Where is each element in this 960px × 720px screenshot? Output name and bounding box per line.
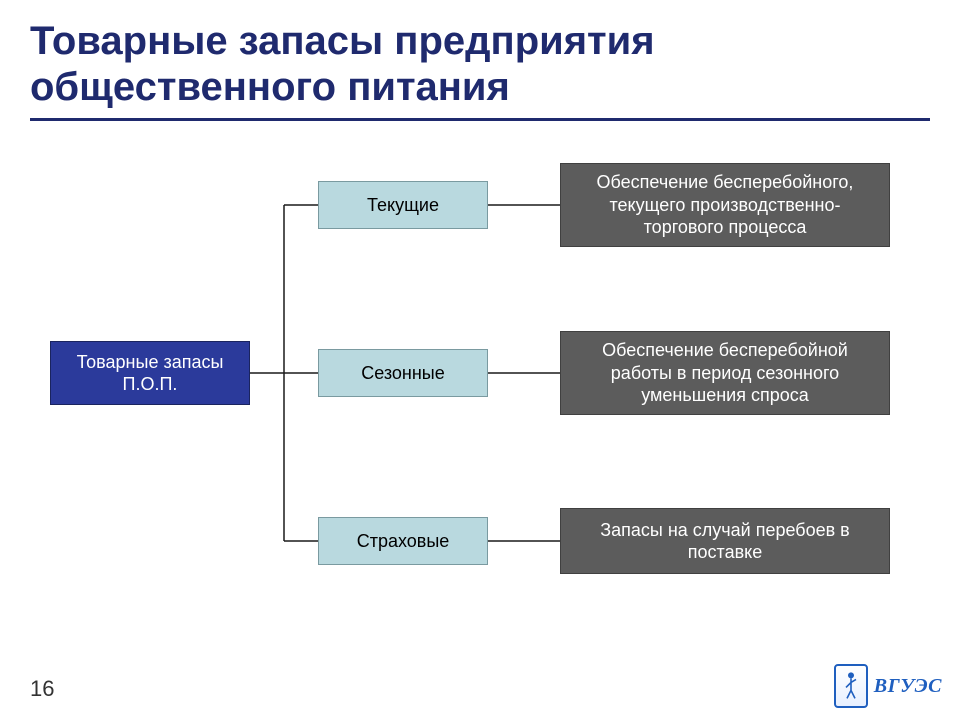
slide-title: Товарные запасы предприятия общественног… (0, 0, 960, 118)
description-label-0: Обеспечение бесперебойного, текущего про… (571, 171, 879, 239)
description-label-2: Запасы на случай перебоев в поставке (571, 519, 879, 564)
description-node-1: Обеспечение бесперебойной работы в перио… (560, 331, 890, 415)
description-label-1: Обеспечение бесперебойной работы в перио… (571, 339, 879, 407)
footer-logo: ВГУЭС (834, 664, 942, 708)
logo-emblem-icon (834, 664, 868, 708)
category-label-1: Сезонные (361, 362, 445, 385)
page-number: 16 (30, 676, 54, 702)
root-node-label: Товарные запасы П.О.П. (61, 351, 239, 396)
category-label-0: Текущие (367, 194, 439, 217)
logo-text: ВГУЭС (874, 675, 942, 698)
root-node: Товарные запасы П.О.П. (50, 341, 250, 405)
diagram-area: Товарные запасы П.О.П. Текущие Обеспечен… (0, 149, 960, 629)
description-node-2: Запасы на случай перебоев в поставке (560, 508, 890, 574)
description-node-0: Обеспечение бесперебойного, текущего про… (560, 163, 890, 247)
category-node-0: Текущие (318, 181, 488, 229)
category-label-2: Страховые (357, 530, 450, 553)
title-underline (30, 118, 930, 121)
category-node-1: Сезонные (318, 349, 488, 397)
category-node-2: Страховые (318, 517, 488, 565)
